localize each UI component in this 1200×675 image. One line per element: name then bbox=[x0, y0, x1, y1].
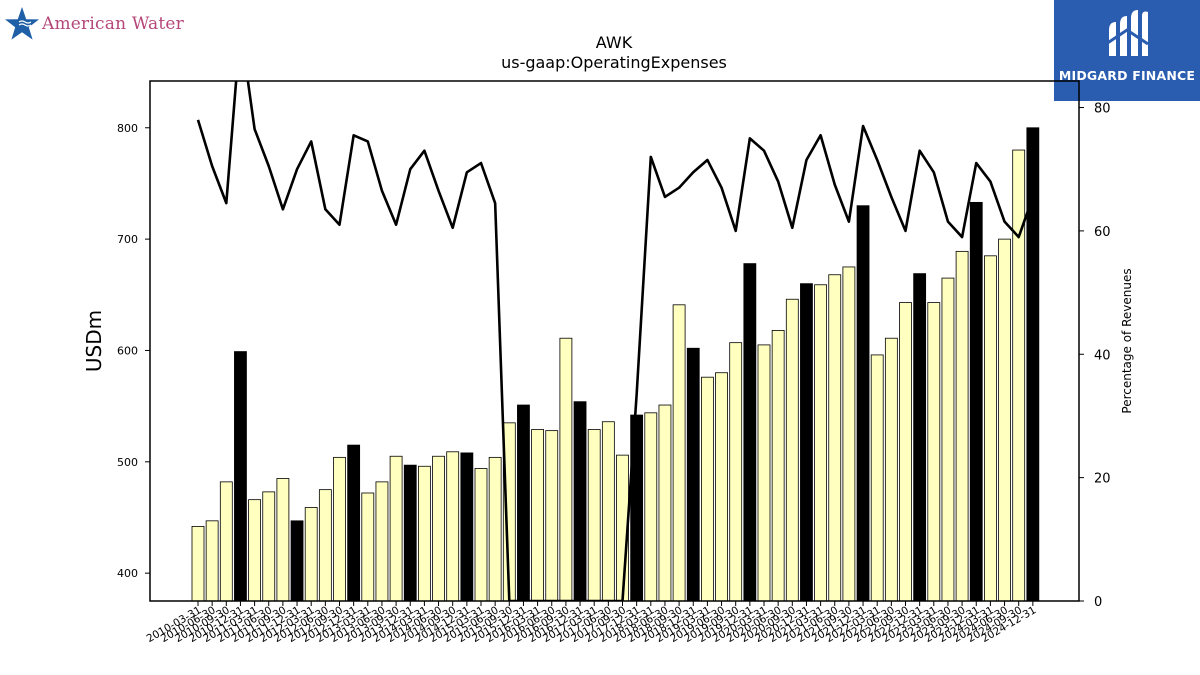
chart-title: AWK bbox=[596, 33, 633, 52]
bar bbox=[729, 342, 743, 601]
y-tick-label: 600 bbox=[117, 344, 138, 357]
bar bbox=[672, 304, 686, 601]
bar bbox=[304, 507, 318, 601]
bar bbox=[884, 337, 898, 601]
x-axis: 2010-03-312010-06-302010-09-302010-12-31… bbox=[145, 601, 1038, 645]
bar bbox=[800, 283, 813, 601]
bar bbox=[474, 468, 488, 601]
bar bbox=[828, 274, 842, 601]
bar bbox=[601, 421, 615, 601]
bar bbox=[927, 302, 941, 601]
midgard-finance-wordmark: MIDGARD FINANCE bbox=[1058, 68, 1196, 83]
star-logo-icon bbox=[5, 7, 39, 40]
y2-axis-label: Percentage of Revenues bbox=[1120, 268, 1134, 413]
bar bbox=[460, 452, 474, 601]
line-series bbox=[196, 81, 1035, 601]
bar bbox=[743, 263, 757, 601]
american-water-logo: American Water bbox=[4, 4, 204, 44]
bar bbox=[347, 444, 361, 601]
left-axis: 400 500 600 700 800 bbox=[117, 122, 150, 580]
bar bbox=[899, 302, 912, 601]
bar bbox=[573, 401, 587, 601]
bar bbox=[757, 344, 771, 601]
y2-tick-label: 80 bbox=[1094, 102, 1111, 117]
y-tick-label: 700 bbox=[117, 233, 138, 246]
bar bbox=[658, 404, 672, 601]
y-tick-label: 500 bbox=[117, 456, 138, 469]
midgard-finance-logo: MIDGARD FINANCE bbox=[1054, 0, 1200, 101]
bar bbox=[333, 456, 346, 601]
bar bbox=[998, 238, 1011, 601]
bar bbox=[517, 404, 530, 601]
y-axis-label: USDm bbox=[82, 310, 106, 372]
bar bbox=[559, 337, 573, 601]
bar bbox=[856, 205, 870, 601]
midgard-m-logo-icon bbox=[1105, 10, 1149, 56]
y-tick-label: 400 bbox=[117, 567, 138, 580]
bar bbox=[403, 464, 417, 601]
bar bbox=[842, 266, 856, 601]
bar bbox=[191, 526, 205, 601]
bar bbox=[545, 430, 559, 601]
bar bbox=[941, 277, 955, 601]
bar bbox=[375, 481, 389, 601]
bar bbox=[502, 422, 516, 601]
bar bbox=[771, 330, 785, 601]
american-water-wordmark: American Water bbox=[42, 14, 184, 34]
bar bbox=[644, 412, 658, 601]
y2-tick-label: 60 bbox=[1094, 225, 1111, 240]
bar bbox=[432, 455, 445, 601]
bar bbox=[488, 456, 502, 601]
bar bbox=[219, 481, 233, 601]
y-tick-label: 800 bbox=[117, 122, 138, 135]
bar bbox=[276, 478, 290, 601]
bar bbox=[785, 298, 799, 601]
bar bbox=[955, 250, 969, 601]
bar bbox=[262, 491, 276, 601]
bar bbox=[814, 284, 827, 601]
bar bbox=[290, 520, 304, 601]
bar bbox=[446, 451, 460, 601]
bar bbox=[361, 492, 375, 601]
bar bbox=[913, 273, 927, 601]
right-axis: 0 20 40 60 80 bbox=[1079, 102, 1111, 610]
bar bbox=[234, 351, 247, 601]
bar-series bbox=[191, 127, 1040, 601]
bar bbox=[417, 465, 431, 601]
bar bbox=[701, 376, 714, 601]
bar bbox=[715, 372, 728, 601]
bar bbox=[984, 255, 997, 601]
bar bbox=[1012, 149, 1026, 601]
bar bbox=[1026, 127, 1040, 601]
y2-tick-label: 40 bbox=[1094, 348, 1111, 363]
bar bbox=[686, 347, 700, 601]
y2-tick-label: 20 bbox=[1094, 472, 1111, 487]
plot-frame bbox=[149, 80, 1080, 602]
bar bbox=[248, 499, 262, 601]
percentage-line bbox=[196, 81, 1035, 601]
bar bbox=[205, 520, 219, 601]
bar bbox=[389, 455, 403, 601]
bar bbox=[587, 429, 601, 601]
y2-tick-label: 0 bbox=[1094, 595, 1102, 610]
chart-subtitle: us-gaap:OperatingExpenses bbox=[501, 53, 727, 72]
bar bbox=[969, 201, 983, 601]
bar bbox=[318, 489, 332, 601]
bar bbox=[870, 354, 884, 601]
bar bbox=[531, 429, 544, 601]
